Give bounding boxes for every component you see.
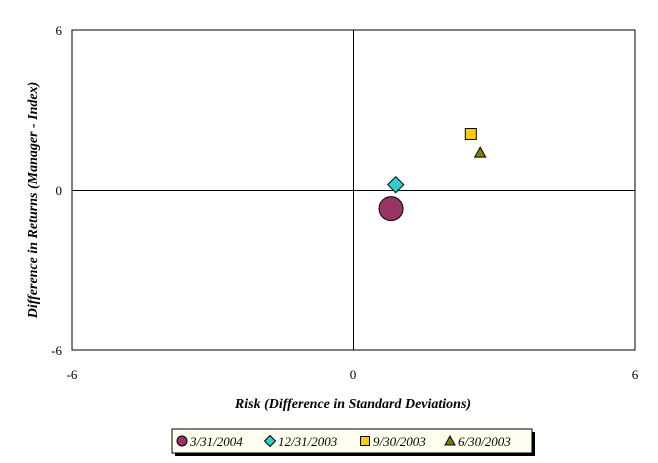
legend-item: 9/30/2003	[360, 434, 426, 449]
y-tick-mid: 0	[56, 183, 63, 198]
point-square	[464, 128, 477, 140]
legend: 3/31/2004 12/31/2003 9/30/2003 6/30/2003	[171, 428, 535, 456]
y-tick-bottom: -6	[51, 343, 62, 358]
legend-item: 3/31/2004	[176, 434, 243, 449]
legend-marker-square	[360, 436, 370, 446]
x-axis-label: Risk (Difference in Standard Deviations)	[234, 397, 471, 412]
legend-label: 12/31/2003	[278, 434, 338, 449]
x-tick-mid: 0	[350, 367, 357, 382]
x-tick-left: -6	[67, 367, 78, 382]
legend-label: 3/31/2004	[189, 434, 243, 449]
point-triangle	[473, 146, 487, 158]
legend-item: 6/30/2003	[444, 434, 511, 449]
y-tick-top: 6	[56, 23, 63, 38]
point-diamond	[387, 175, 405, 194]
point-circle	[378, 196, 404, 222]
legend-item: 12/31/2003	[263, 434, 338, 449]
legend-label: 9/30/2003	[373, 434, 426, 449]
legend-label: 6/30/2003	[458, 434, 511, 449]
legend-marker-triangle	[444, 434, 456, 446]
x-tick-right: 6	[632, 367, 639, 382]
legend-box	[171, 428, 533, 454]
legend-marker-circle	[176, 435, 188, 447]
data-points	[378, 128, 487, 222]
legend-marker-diamond	[263, 434, 277, 448]
y-axis-label: Difference in Returns (Manager - Index)	[26, 82, 41, 320]
